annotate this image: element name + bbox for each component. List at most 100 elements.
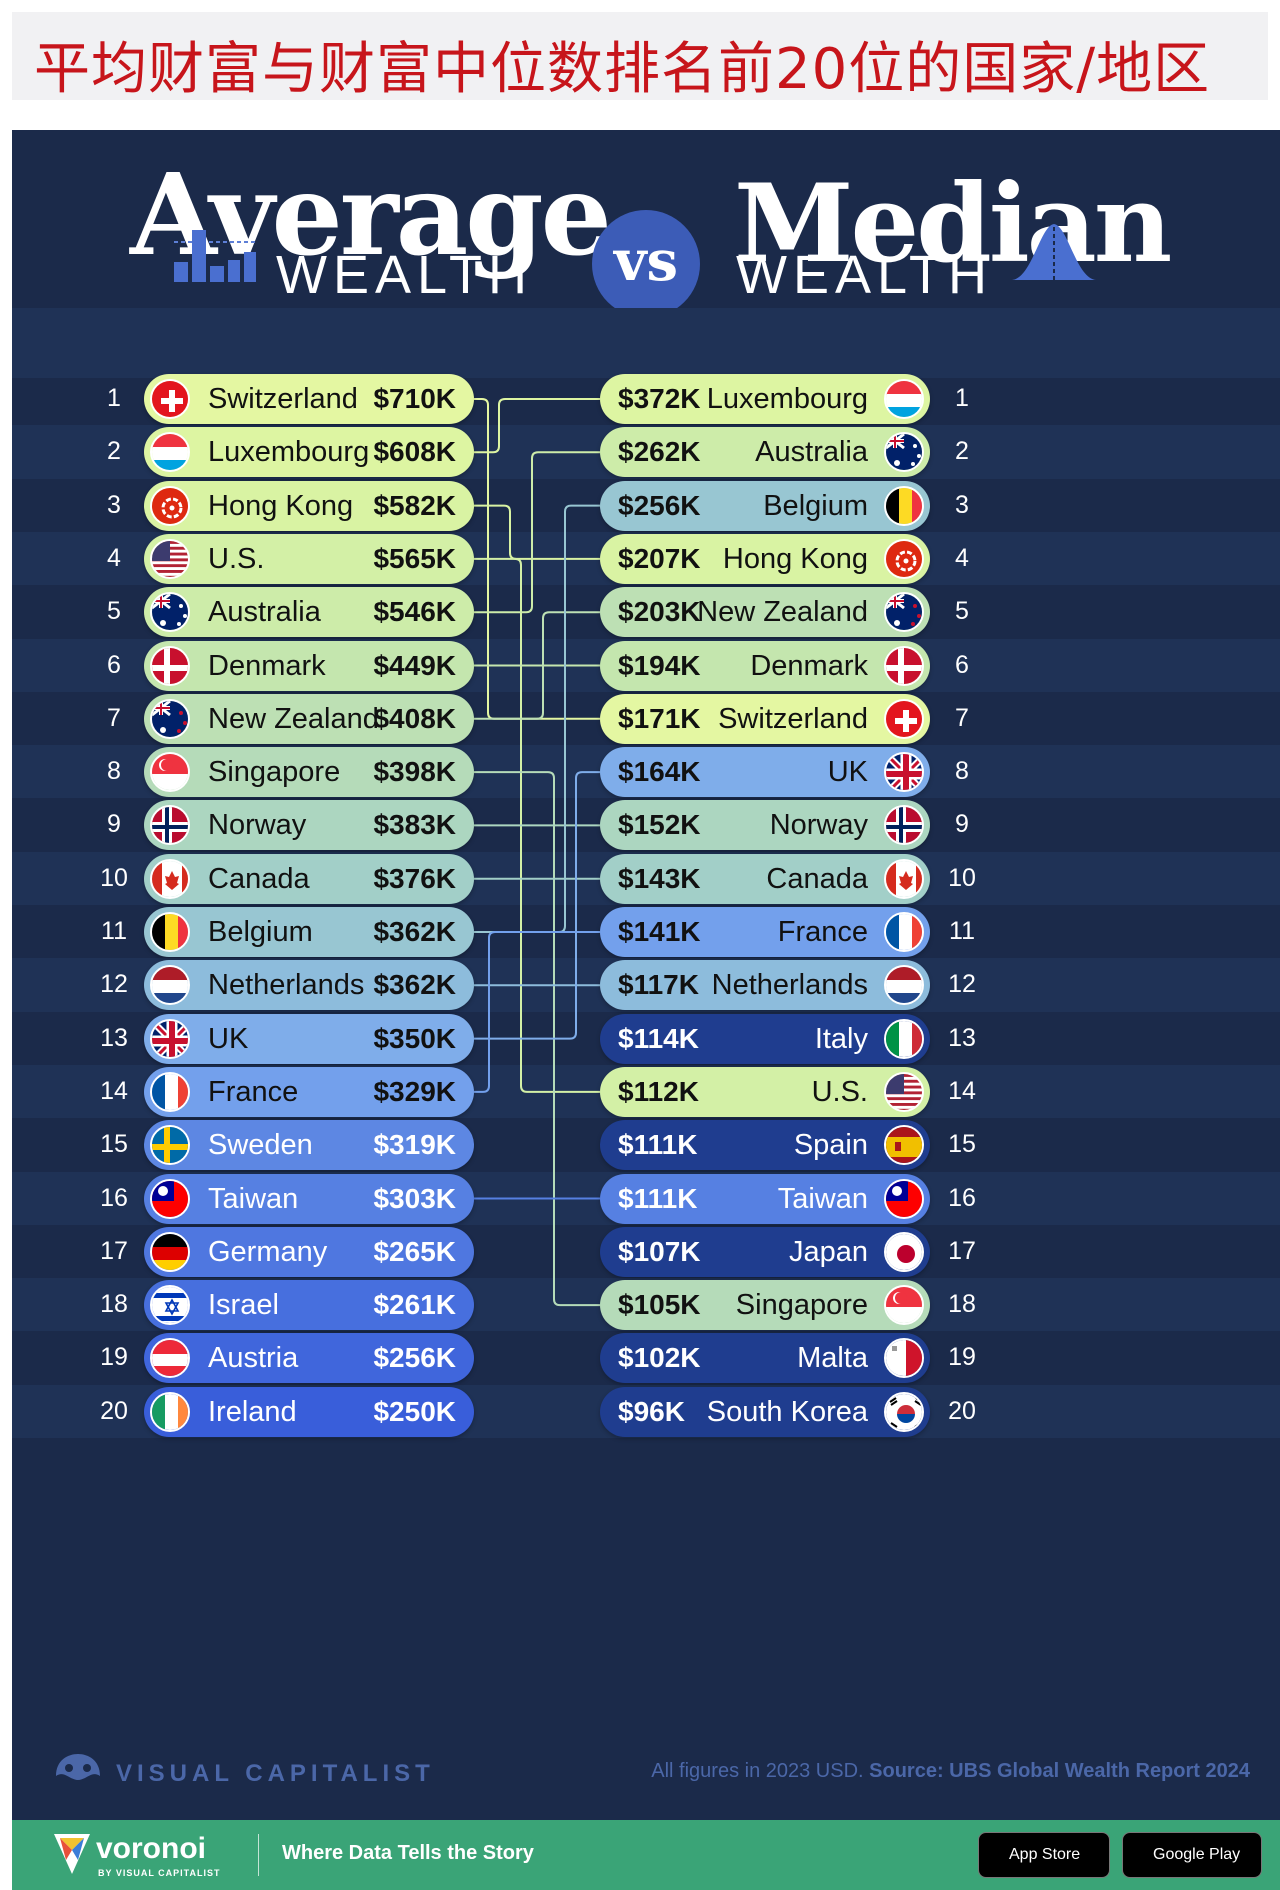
wealth-value: $256K <box>373 1342 456 1374</box>
country-name: UK <box>827 756 868 789</box>
country-name: Taiwan <box>777 1182 868 1215</box>
bell-curve-icon <box>1012 220 1096 280</box>
netherlands-flag-icon <box>884 965 924 1006</box>
country-name: Switzerland <box>208 383 358 415</box>
country-name: Singapore <box>735 1289 868 1322</box>
wealth-value: $207K <box>618 542 701 574</box>
column-header-band <box>12 308 1280 378</box>
average-rank-number: 4 <box>107 543 121 572</box>
norway-flag-icon <box>150 805 190 846</box>
uk-flag-icon <box>150 1018 190 1059</box>
wealth-value: $171K <box>618 702 701 734</box>
bar-distribution-icon <box>174 230 256 282</box>
connector-new-zealand <box>474 611 600 720</box>
country-name: South Korea <box>706 1395 868 1428</box>
average-rank-number: 8 <box>107 757 121 786</box>
page-title: 平均财富与财富中位数排名前20位的国家/地区 <box>34 37 1211 102</box>
wealth-value: $261K <box>373 1289 456 1321</box>
visual-capitalist-logo-icon <box>56 1754 100 1780</box>
average-rank-number: 16 <box>100 1183 128 1212</box>
median-wealth-pill-spain: Spain $111K <box>600 1120 930 1171</box>
australia-flag-icon <box>150 592 190 633</box>
wealth-value: $111K <box>618 1182 698 1214</box>
australia-flag-icon <box>884 432 924 473</box>
median-wealth-pill-france: France $141K <box>600 907 930 957</box>
median-rank-number: 7 <box>955 703 969 732</box>
country-name: Canada <box>766 862 868 895</box>
wealth-value: $102K <box>618 1342 701 1374</box>
wealth-value: $114K <box>618 1022 699 1054</box>
wealth-value: $164K <box>618 756 701 788</box>
median-wealth-pill-hong-kong: Hong Kong $207K <box>600 533 930 584</box>
median-wealth-pill-south-korea: South Korea $96K <box>600 1386 930 1437</box>
median-wealth-pill-switzerland: Switzerland $171K <box>600 693 930 744</box>
average-wealth-pill-hong-kong: Hong Kong $582K <box>144 480 474 531</box>
canada-flag-icon <box>884 858 924 899</box>
average-rank-number: 7 <box>107 703 121 732</box>
malta-flag-icon <box>884 1338 924 1379</box>
median-rank-number: 16 <box>948 1183 976 1212</box>
luxembourg-flag-icon <box>150 432 190 473</box>
country-name: Belgium <box>208 916 313 948</box>
vs-badge: vs <box>592 210 700 318</box>
google-play-button[interactable]: Google Play <box>1122 1832 1262 1878</box>
italy-flag-icon <box>884 1018 924 1059</box>
country-name: Hong Kong <box>208 489 354 522</box>
wealth-value: $329K <box>373 1075 456 1107</box>
visual-capitalist-brand: VISUAL CAPITALIST <box>116 1760 435 1787</box>
rank-connectors <box>474 398 600 1307</box>
median-title: Median <box>734 161 1172 287</box>
median-wealth-pill-denmark: Denmark $194K <box>600 640 930 691</box>
south-korea-flag-icon <box>884 1391 924 1432</box>
ireland-flag-icon <box>150 1391 190 1432</box>
wealth-value: $152K <box>618 809 701 841</box>
country-name: U.S. <box>811 1075 868 1108</box>
median-rank-number: 20 <box>948 1396 976 1425</box>
median-wealth-pill-italy: Italy $114K <box>600 1013 930 1064</box>
wealth-value: $262K <box>618 436 701 468</box>
country-name: Australia <box>208 596 321 629</box>
austria-flag-icon <box>150 1338 190 1379</box>
country-name: UK <box>208 1022 249 1055</box>
wealth-value: $565K <box>373 542 456 574</box>
median-wealth-pill-japan: Japan $107K <box>600 1226 930 1277</box>
source-text: Source: UBS Global Wealth Report 2024 <box>869 1760 1250 1782</box>
wealth-value: $582K <box>373 489 456 521</box>
country-name: U.S. <box>208 542 265 575</box>
median-rank-number: 6 <box>955 650 969 679</box>
country-name: Netherlands <box>208 969 365 1002</box>
taiwan-flag-icon <box>150 1178 190 1219</box>
wealth-value: $194K <box>618 649 701 681</box>
netherlands-flag-icon <box>150 965 190 1006</box>
average-wealth-pill-uk: UK $350K <box>144 1013 474 1064</box>
connector-uk <box>474 771 600 1040</box>
median-rank-number: 14 <box>948 1076 976 1105</box>
average-rank-number: 13 <box>100 1023 128 1052</box>
wealth-value: $265K <box>373 1235 456 1267</box>
norway-flag-icon <box>884 805 924 846</box>
hong-kong-flag-icon <box>884 538 924 579</box>
wealth-value: $383K <box>373 809 456 841</box>
median-wealth-pill-u-s-: U.S. $112K <box>600 1066 930 1117</box>
median-wealth-pill-new-zealand: New Zealand $203K <box>600 587 930 638</box>
us-flag-icon <box>884 1071 924 1112</box>
average-wealth-pill-germany: Germany $265K <box>144 1226 474 1277</box>
average-wealth-pill-france: France $329K <box>144 1066 474 1117</box>
median-wealth-pill-luxembourg: Luxembourg $372K <box>600 374 930 424</box>
wealth-value: $107K <box>618 1235 701 1267</box>
app-store-button[interactable]: App Store <box>978 1832 1110 1878</box>
average-rank-number: 15 <box>100 1130 128 1159</box>
median-rank-number: 19 <box>948 1343 976 1372</box>
canada-flag-icon <box>150 858 190 899</box>
wealth-value: $141K <box>618 916 701 947</box>
median-subtitle: WEALTH <box>736 245 994 305</box>
country-name: Denmark <box>208 649 326 682</box>
new-zealand-flag-icon <box>150 698 190 739</box>
country-name: Sweden <box>208 1129 313 1162</box>
wealth-value: $319K <box>373 1129 456 1161</box>
wealth-value: $143K <box>618 862 701 894</box>
japan-flag-icon <box>884 1231 924 1272</box>
footer-divider <box>258 1834 259 1876</box>
median-rank-number: 10 <box>948 863 976 892</box>
average-wealth-pill-new-zealand: New Zealand $408K <box>144 693 474 744</box>
